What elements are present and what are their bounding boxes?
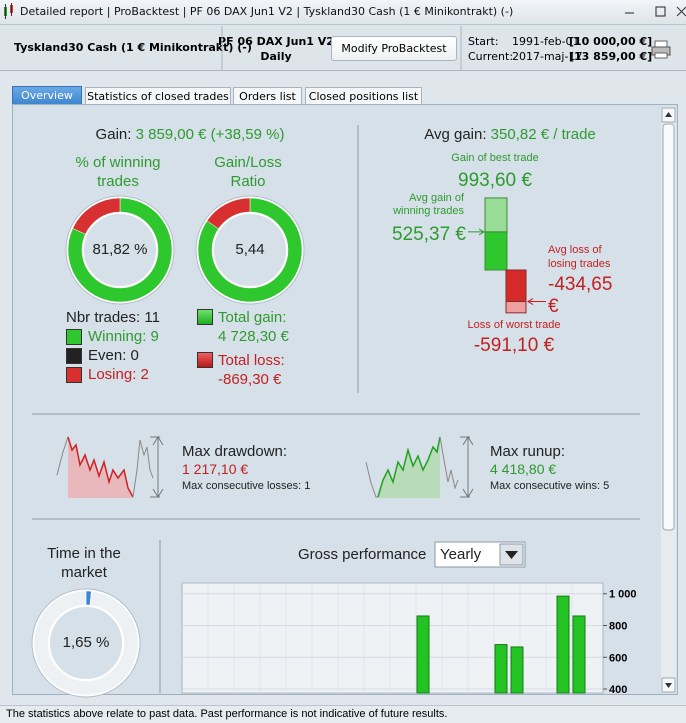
- loss-swatch: [197, 352, 213, 368]
- app-icon: [4, 3, 13, 19]
- tab[interactable]: Overview: [12, 86, 82, 106]
- total-gain-label: Total gain:: [218, 309, 287, 326]
- chart-area: [181, 582, 604, 694]
- vertical-grid: [207, 583, 573, 693]
- start-label: Start:: [468, 35, 499, 48]
- y-tick-label: 1 000: [609, 589, 637, 601]
- current-date: 2017-maj-17: [512, 50, 583, 63]
- winning-pct: 81,82 %: [92, 241, 148, 258]
- title-bar: [0, 0, 686, 25]
- legend-label: Even: 0: [88, 347, 139, 364]
- bar: [572, 615, 586, 694]
- arrow: [468, 228, 485, 236]
- scrollbar[interactable]: [661, 107, 676, 693]
- window-title: Detailed report | ProBacktest | PF 06 DA…: [20, 5, 514, 18]
- gain-row: Gain: 3 859,00 € (+38,59 %): [96, 126, 285, 143]
- legend: Winning: 9 Even: 0 Losing: 2: [66, 327, 159, 384]
- period[interactable]: Yearly: [440, 546, 482, 563]
- gain-swatch: [197, 309, 213, 325]
- legend-swatch: [66, 347, 82, 364]
- time-title: Time in the market: [47, 545, 121, 581]
- drawdown-label: Max drawdown:: [182, 443, 288, 460]
- nbr-trades: Nbr trades: 11: [66, 309, 160, 326]
- total-loss: -869,30 €: [218, 371, 282, 388]
- best-trade: 993,60 €: [458, 170, 532, 191]
- legend-swatch: [66, 366, 82, 383]
- legend-item: Even: 0: [66, 346, 159, 365]
- drawdown-sparkline: [56, 436, 164, 498]
- avg-gain-label: Avg gain:: [424, 126, 487, 143]
- best-trade-bar: [484, 197, 508, 233]
- legend-swatch: [66, 328, 82, 345]
- time-pct: 1,65 %: [62, 634, 110, 651]
- window-controls[interactable]: [625, 6, 686, 17]
- footer-bar: [0, 705, 686, 723]
- winning-title: % of winning trades: [75, 154, 161, 190]
- avg-win: 525,37 €: [392, 224, 466, 245]
- avg-loss-bar: [505, 269, 527, 303]
- period-dropdown[interactable]: [434, 541, 526, 568]
- legend-label: Losing: 2: [88, 366, 149, 383]
- ratio-value: 5,44: [235, 241, 265, 258]
- consec-wins: Max consecutive wins: 5: [490, 480, 610, 492]
- avg-win-bar: [484, 231, 508, 271]
- consec-losses: Max consecutive losses: 1: [182, 480, 311, 492]
- footer: The statistics above relate to past data…: [6, 708, 448, 720]
- current-label: Current:: [468, 50, 514, 63]
- total-loss-label: Total loss:: [218, 352, 285, 369]
- legend-label: Winning: 9: [88, 328, 159, 345]
- y-tick-label: 800: [609, 621, 627, 633]
- modify-button[interactable]: Modify ProBacktest: [331, 36, 457, 61]
- avg-loss: -434,65 €: [548, 274, 613, 317]
- bar: [510, 646, 524, 694]
- arrow: [527, 298, 546, 305]
- gross-title: Gross performance: [298, 546, 427, 563]
- best-trade-label: Gain of best trade: [451, 152, 539, 164]
- drawdown: 1 217,10 €: [182, 461, 249, 477]
- total-gain: 4 728,30 €: [218, 328, 289, 345]
- bar: [416, 615, 430, 694]
- worst-trade-bar: [505, 301, 527, 314]
- legend-item: Losing: 2: [66, 365, 159, 384]
- ratio-title: Gain/Loss Ratio: [214, 154, 282, 190]
- strategy: PF 06 DAX Jun1 V2: [218, 35, 334, 48]
- y-tick-label: 600: [609, 652, 627, 664]
- worst-trade-label: Loss of worst trade: [467, 319, 561, 331]
- donut-hole: [48, 605, 124, 681]
- start-capital: [10 000,00 €]: [569, 35, 653, 48]
- bar: [556, 595, 570, 694]
- timeframe: Daily: [260, 50, 292, 63]
- legend-item: Winning: 9: [66, 327, 159, 346]
- gain-value: 3 859,00 € (+38,59 %): [135, 126, 285, 143]
- start-date: 1991-feb-01: [512, 35, 580, 48]
- donut-hole: [212, 212, 288, 288]
- worst-trade: -591,10 €: [473, 335, 555, 356]
- bar: [494, 644, 508, 694]
- runup-sparkline: [365, 436, 474, 498]
- current-capital: [13 859,00 €]: [569, 50, 653, 63]
- runup-label: Max runup:: [490, 443, 566, 460]
- avg-gain-row: Avg gain: 350,82 € / trade: [424, 126, 596, 143]
- print-icon[interactable]: [651, 40, 671, 59]
- gain-label: Gain:: [95, 126, 132, 143]
- y-tick-label: 400: [609, 684, 627, 696]
- instrument: Tyskland30 Cash (1 € Minikontrakt) (-): [14, 41, 252, 54]
- runup: 4 418,80 €: [490, 461, 557, 477]
- donut-hole: [82, 212, 158, 288]
- avg-gain: 350,82 € / trade: [490, 126, 596, 143]
- avg-loss-label: Avg loss of losing trades: [548, 244, 611, 270]
- avg-win-label: Avg gain of winning trades: [393, 192, 464, 217]
